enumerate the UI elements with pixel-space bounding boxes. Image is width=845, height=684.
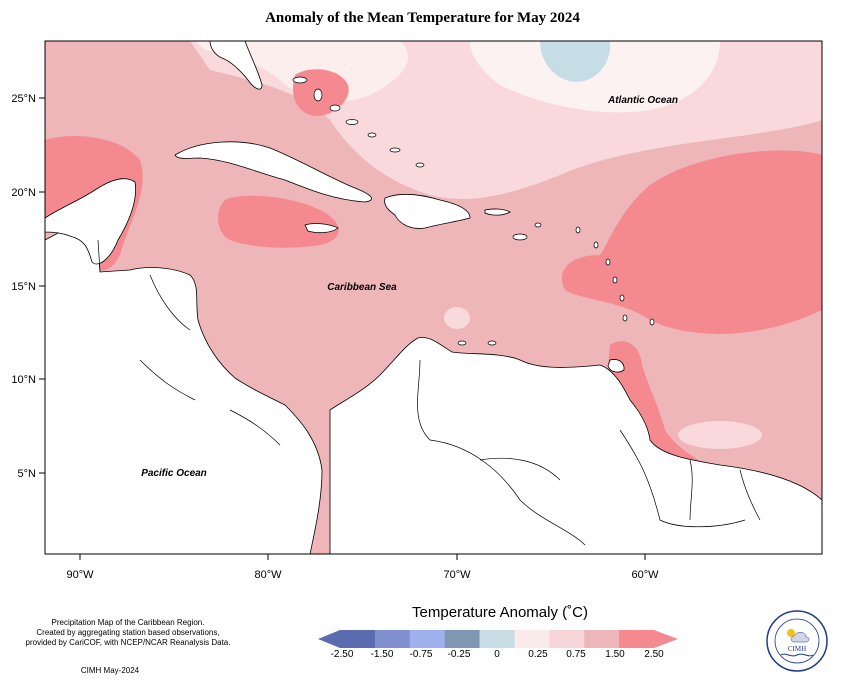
land-central-america [45, 231, 323, 554]
land-jamaica [304, 223, 339, 234]
land-south-america [329, 337, 822, 554]
anomaly-very-light-band-2 [470, 41, 720, 113]
footer-line: provided by CariCOF, with NCEP/NCAR Rean… [25, 638, 231, 647]
land-trinidad [607, 359, 625, 373]
label-pacific-ocean: Pacific Ocean [141, 468, 207, 479]
land-cuba [174, 141, 372, 203]
legend-tick-label: 0.75 [566, 649, 586, 660]
lat-tick-label: 5°N [18, 468, 37, 480]
legend-swatch [409, 630, 446, 648]
legend-swatch [514, 630, 550, 648]
anomaly-light-spot [444, 307, 470, 329]
legend-tick-label: 0.25 [528, 649, 548, 660]
country-borders [97, 239, 761, 546]
lon-tick-label: 80°W [254, 569, 282, 581]
legend-tick-label: -0.75 [409, 649, 433, 660]
svg-text:CIMH: CIMH [788, 645, 806, 653]
lat-tick-label: 25°N [11, 93, 36, 105]
label-caribbean-sea: Caribbean Sea [327, 282, 397, 293]
legend-tick-label: -0.25 [447, 649, 471, 660]
land-hispaniola [384, 194, 471, 229]
legend-title: Temperature Anomaly (˚C) [412, 604, 588, 621]
lon-tick-label: 70°W [443, 569, 471, 581]
legend-tick-label: 2.50 [644, 649, 664, 660]
land-yucatan [45, 178, 137, 265]
lat-tick-label: 10°N [11, 374, 36, 386]
footer-note: Precipitation Map of the Caribbean Regio… [8, 618, 248, 648]
islands [292, 76, 655, 346]
lat-tick-label: 20°N [11, 187, 36, 199]
footer-line: Created by aggregating station based obs… [36, 628, 220, 637]
anomaly-light-spot-guiana [678, 421, 762, 449]
legend-swatch [444, 630, 481, 648]
label-atlantic-ocean: Atlantic Ocean [607, 95, 678, 106]
lat-tick-marks [39, 97, 45, 474]
legend-tick-label: -1.50 [370, 649, 394, 660]
legend-swatch [479, 630, 515, 648]
legend-swatch [584, 630, 620, 648]
lon-tick-label: 90°W [66, 569, 94, 581]
legend-swatch [340, 630, 376, 648]
land-florida [209, 41, 263, 90]
legend-swatch [619, 630, 655, 648]
legend-tick-label: 1.50 [605, 649, 625, 660]
legend-swatch [374, 630, 411, 648]
anomaly-negative-patch [540, 41, 611, 82]
anomaly-warm-atlantic [561, 150, 822, 334]
anomaly-warm-jamaica [218, 195, 339, 248]
footer-line: Precipitation Map of the Caribbean Regio… [51, 618, 205, 627]
legend-swatch [549, 630, 585, 648]
lon-tick-marks [79, 554, 646, 560]
legend-colorbar [318, 630, 678, 648]
cimh-logo-icon: CIMH [766, 610, 828, 672]
legend-tick-label: 0 [494, 649, 500, 660]
map-frame [44, 40, 823, 555]
lon-tick-label: 60°W [631, 569, 659, 581]
footer-credit: CIMH May-2024 [80, 666, 140, 675]
land-puerto-rico [484, 208, 511, 216]
legend-tick-label: -2.50 [330, 649, 354, 660]
legend-end-low [318, 630, 340, 648]
legend-end-high [654, 630, 678, 648]
page-title: Anomaly of the Mean Temperature for May … [265, 10, 580, 26]
lat-tick-label: 15°N [11, 281, 36, 293]
